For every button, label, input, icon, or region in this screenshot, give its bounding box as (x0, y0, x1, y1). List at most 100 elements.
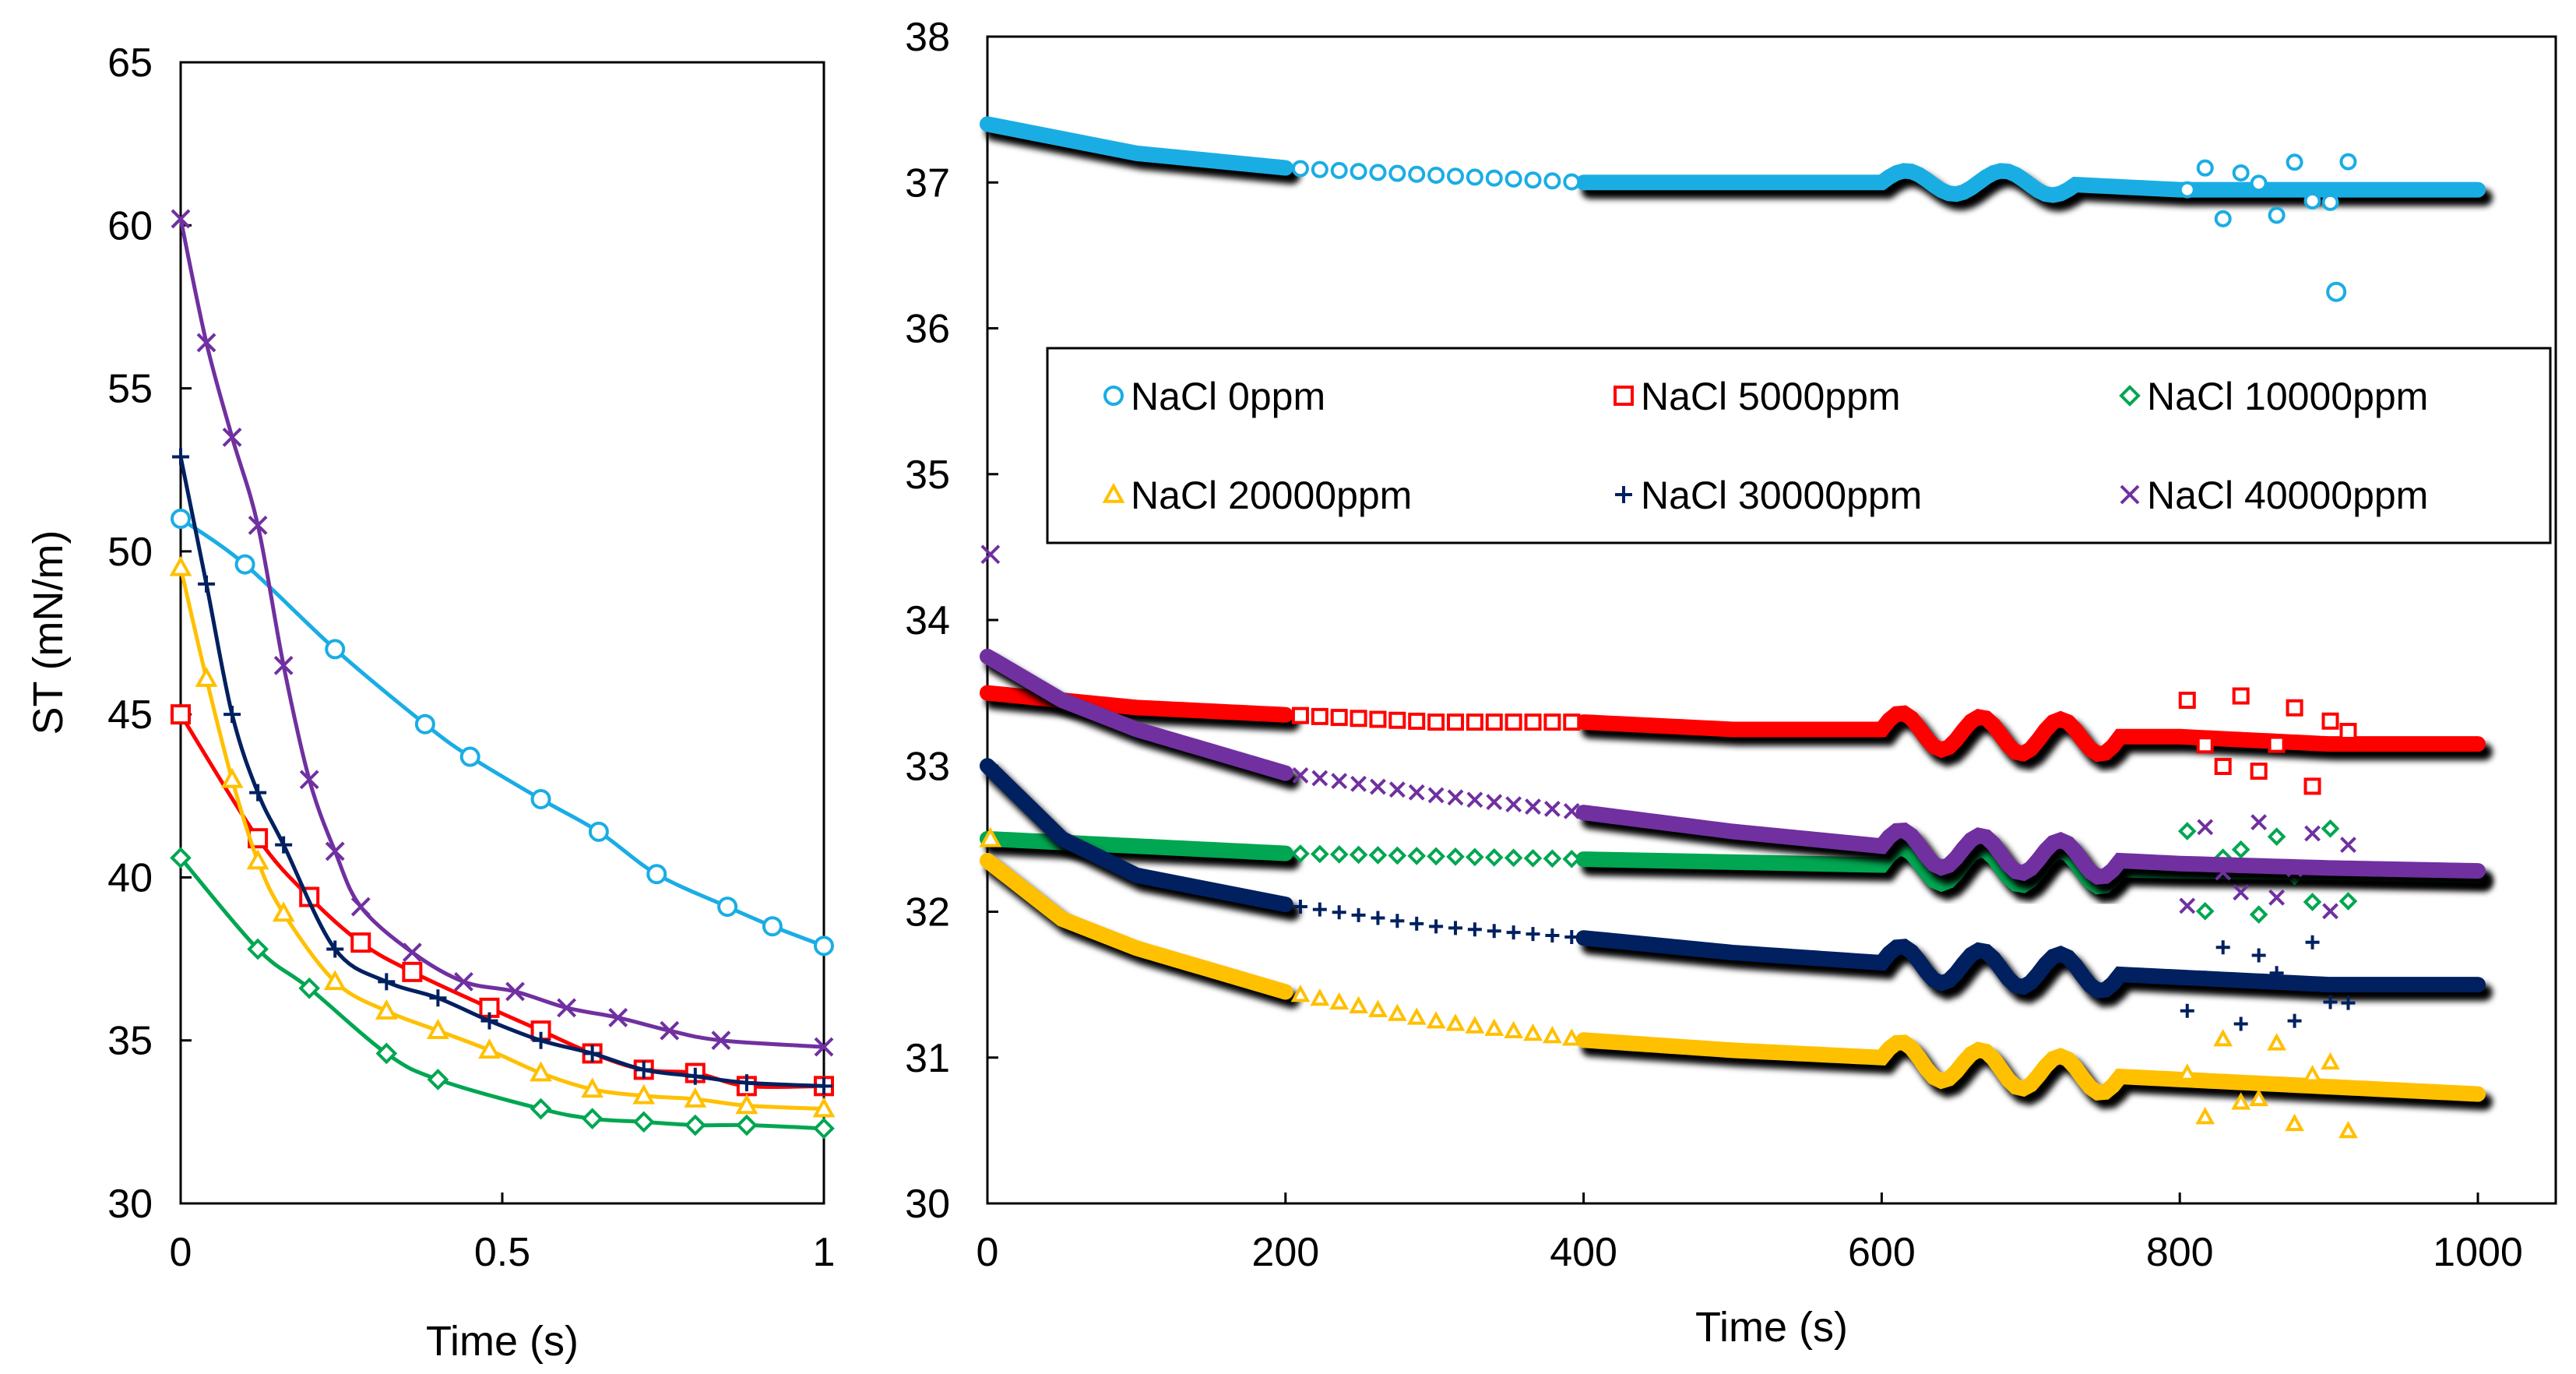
right-data-point (2321, 712, 2339, 730)
right-data-point (2338, 1120, 2358, 1139)
right-data-point (1543, 849, 1562, 868)
left-data-point (557, 998, 577, 1018)
right-data-point (1291, 160, 1309, 178)
right-data-point (2268, 206, 2286, 224)
right-band (980, 758, 1293, 913)
left-data-point (273, 655, 294, 675)
right-data-point (1370, 778, 1386, 795)
left-data-point (169, 555, 192, 576)
left-data-point (736, 1114, 758, 1136)
right-data-point (1390, 914, 1405, 928)
right-data-point (2195, 1107, 2215, 1125)
left-data-point (325, 639, 346, 660)
left-data-point (196, 333, 216, 353)
right-data-point (1350, 163, 1367, 181)
right-band (1575, 705, 2486, 763)
left-data-point (588, 821, 609, 842)
left-data-point (198, 575, 216, 593)
left-data-point (735, 1094, 758, 1115)
left-data-point (248, 515, 268, 535)
left-data-point (684, 1087, 707, 1108)
left-data-point (170, 847, 192, 869)
right-data-point (1368, 999, 1388, 1017)
left-series-4 (172, 448, 832, 1095)
right-data-point (1466, 168, 1483, 186)
legend-marker (2120, 484, 2140, 505)
right-data-point (2249, 1088, 2269, 1107)
right-data-point (2231, 1092, 2251, 1110)
right-data-point (1349, 845, 1368, 865)
legend-label: NaCl 10000ppm (2147, 375, 2428, 418)
legend-marker (1102, 482, 1125, 503)
right-y-tick-label: 38 (905, 15, 950, 60)
right-data-point (1445, 1013, 1466, 1031)
right-data-point (1387, 1003, 1407, 1021)
left-data-point (323, 970, 347, 991)
left-x-tick-label: 1 (813, 1230, 836, 1275)
right-x-tick-label: 1000 (2433, 1230, 2523, 1275)
right-data-point (2195, 902, 2215, 921)
right-band (1575, 163, 2486, 203)
right-series-5 (980, 648, 2493, 920)
right-data-point (979, 826, 1002, 847)
right-data-point (1543, 713, 1561, 731)
left-y-tick-label: 50 (107, 530, 153, 575)
left-data-point (429, 989, 447, 1007)
left-data-point (686, 1067, 704, 1085)
legend-marker (1103, 386, 1124, 406)
left-panel: 30 35 40 45 50 55 60 65 0 0.5 1 Time (s) ST (mN/m) (25, 41, 835, 1365)
right-data-point (1290, 985, 1311, 1002)
right-data-point (2215, 940, 2230, 955)
left-data-point (813, 1117, 835, 1140)
right-data-point (1388, 711, 1406, 729)
right-data-point (1543, 1026, 1562, 1044)
right-data-point (2177, 1063, 2198, 1081)
right-x-tick-label: 400 (1550, 1230, 1617, 1275)
left-data-point (427, 1069, 449, 1090)
left-y-tick-label: 45 (107, 692, 153, 738)
right-data-point (2339, 153, 2357, 171)
right-y-tick-label: 36 (905, 307, 950, 352)
left-data-point (581, 1108, 604, 1129)
right-data-point (1351, 907, 1366, 922)
right-data-point (1504, 170, 1522, 188)
left-data-point (375, 999, 398, 1020)
right-data-point (2231, 840, 2250, 859)
legend-marker (2119, 385, 2141, 407)
left-data-point (299, 770, 319, 790)
right-data-point (1388, 781, 1406, 798)
right-data-point (1408, 165, 1426, 183)
left-data-point (246, 849, 269, 870)
right-y-tick-label: 34 (905, 598, 950, 643)
right-data-point (1292, 767, 1309, 784)
left-y-axis-label: ST (mN/m) (25, 530, 72, 735)
left-data-point (222, 427, 242, 447)
right-data-point (1291, 706, 1309, 724)
right-data-point (2303, 777, 2321, 795)
right-data-point (2250, 814, 2268, 831)
right-data-point (1564, 930, 1579, 945)
left-data-point (608, 1007, 628, 1027)
right-y-tick-label: 30 (905, 1182, 950, 1227)
right-series-4 (980, 758, 2493, 1031)
left-data-point (402, 961, 423, 982)
left-series-line (178, 456, 825, 1088)
right-data-point (1563, 802, 1580, 819)
left-data-point (815, 1077, 832, 1095)
legend-box (1046, 347, 2552, 544)
right-data-point (2286, 153, 2303, 171)
left-data-point (814, 1037, 834, 1057)
right-data-point (1293, 899, 1307, 914)
right-data-point (2196, 159, 2214, 177)
right-data-point (2178, 691, 2196, 709)
left-y-tick-label: 55 (107, 367, 153, 412)
right-data-point (1332, 905, 1346, 920)
left-data-point (220, 767, 244, 788)
right-data-point (1350, 775, 1367, 792)
left-data-point (378, 973, 396, 991)
right-data-point (1330, 161, 1348, 179)
right-data-point (2179, 897, 2196, 914)
right-data-point (1466, 713, 1483, 731)
right-data-point (1447, 789, 1464, 806)
left-data-point (660, 1020, 680, 1041)
